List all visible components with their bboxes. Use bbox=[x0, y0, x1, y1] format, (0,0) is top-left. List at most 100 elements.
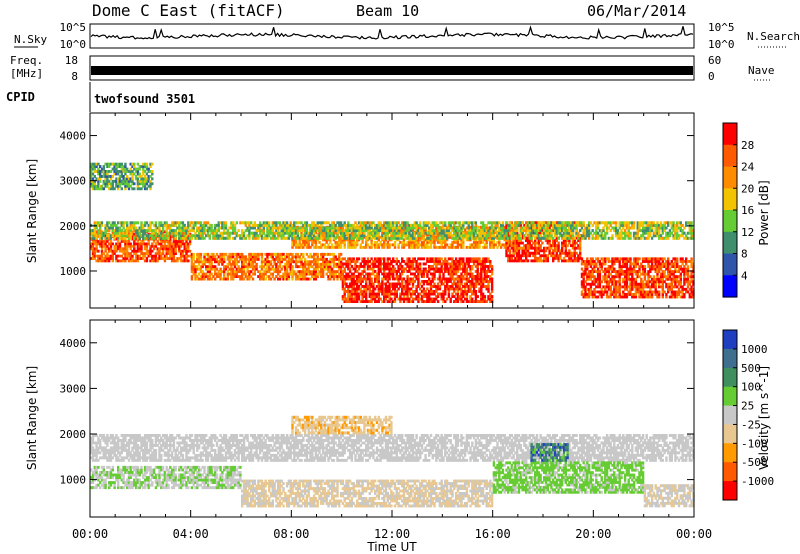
power-colorbar-swatch bbox=[723, 144, 737, 168]
vel-colorbar-tick-label: 100 bbox=[741, 381, 761, 394]
time-tick-label: 08:00 bbox=[273, 527, 309, 541]
freq-nave-panel: Freq. [MHz] 18 8 60 0 Nave bbox=[10, 54, 775, 83]
power-colorbar-swatch bbox=[723, 166, 737, 189]
velocity-y-axis: 1000 2000 3000 4000 bbox=[60, 337, 694, 487]
time-tick-label: 04:00 bbox=[173, 527, 209, 541]
power-ytick-label: 4000 bbox=[60, 130, 87, 143]
time-tick-label: 00:00 bbox=[676, 527, 712, 541]
vel-colorbar-swatch bbox=[723, 462, 737, 482]
vel-ytick-label: 2000 bbox=[60, 428, 87, 441]
vel-ytick-label: 1000 bbox=[60, 474, 87, 487]
power-colorbar-label: Power [dB] bbox=[757, 180, 771, 245]
power-colorbar-tick-label: 16 bbox=[741, 204, 754, 217]
vel-colorbar-tick-label: -25 bbox=[741, 418, 761, 431]
nave-band bbox=[91, 66, 693, 75]
time-tick-label: 20:00 bbox=[575, 527, 611, 541]
power-region-1 bbox=[190, 252, 343, 281]
power-colorbar-tick-label: 4 bbox=[741, 269, 748, 282]
vel-colorbar-tick-label: 500 bbox=[741, 362, 761, 375]
vel-region-0 bbox=[90, 434, 695, 462]
velocity-ylabel: Slant Range [km] bbox=[25, 366, 39, 470]
power-ytick-label: 2000 bbox=[60, 220, 87, 233]
time-tick-label: 00:00 bbox=[72, 527, 108, 541]
cpid-label: CPID bbox=[6, 90, 35, 104]
power-panel: 1000 2000 3000 4000 Slant Range [km] bbox=[25, 112, 695, 309]
velocity-x-axis bbox=[89, 320, 695, 517]
vel-colorbar-swatch bbox=[723, 405, 737, 425]
nsky-tick-top-right: 10^5 bbox=[708, 21, 735, 34]
power-colorbar: 28 24 20 16 12 8 4 bbox=[722, 122, 755, 298]
velocity-panel: 1000 2000 3000 4000 Slant Range [km] bbox=[25, 319, 695, 518]
vel-colorbar-tick-label: -1000 bbox=[741, 475, 774, 488]
nsky-panel: N.Sky 10^5 10^0 10^5 10^0 N.Search bbox=[14, 21, 800, 51]
vel-region-2 bbox=[241, 479, 494, 508]
vel-colorbar-swatch bbox=[723, 386, 737, 407]
freq-tick-bottom: 8 bbox=[71, 70, 78, 83]
time-axis-title: Time UT bbox=[366, 540, 417, 554]
vel-region-4 bbox=[643, 484, 695, 508]
beam-title: Beam 10 bbox=[356, 2, 419, 20]
velocity-colorbar: 1000 500 100 25 -25 -100 -500 -1000 bbox=[722, 329, 774, 501]
nsky-label: N.Sky bbox=[14, 33, 47, 46]
power-colorbar-swatch bbox=[723, 253, 737, 276]
vel-region-5 bbox=[291, 415, 393, 435]
time-axis-labels: 00:00 04:00 08:00 12:00 16:00 20:00 00:00 bbox=[72, 527, 712, 541]
vel-ytick-label: 3000 bbox=[60, 382, 87, 395]
velocity-colorbar-label: Velocity [m s^-1] bbox=[757, 366, 771, 470]
power-colorbar-swatch bbox=[723, 123, 737, 146]
power-ylabel: Slant Range [km] bbox=[25, 159, 39, 263]
time-tick-label: 12:00 bbox=[374, 527, 410, 541]
vel-region-3 bbox=[492, 461, 645, 494]
power-region-5 bbox=[580, 257, 695, 299]
power-ytick-label: 1000 bbox=[60, 265, 87, 278]
nave-label: Nave bbox=[748, 64, 775, 77]
power-colorbar-tick-label: 24 bbox=[741, 161, 755, 174]
power-region-6 bbox=[90, 221, 695, 240]
power-colorbar-tick-label: 20 bbox=[741, 182, 754, 195]
nsearch-label: N.Search bbox=[747, 30, 800, 43]
power-colorbar-tick-label: 12 bbox=[741, 226, 754, 239]
cpid-panel: CPID twofsound 3501 bbox=[6, 82, 195, 112]
power-colorbar-swatch bbox=[723, 210, 737, 233]
vel-colorbar-swatch bbox=[723, 367, 737, 388]
freq-unit: [MHz] bbox=[10, 67, 43, 80]
power-region-0 bbox=[90, 230, 192, 263]
power-colorbar-tick-label: 28 bbox=[741, 139, 754, 152]
velocity-data bbox=[90, 415, 695, 508]
time-tick-label: 16:00 bbox=[475, 527, 511, 541]
nave-tick-bottom: 0 bbox=[708, 70, 715, 83]
power-colorbar-swatch bbox=[723, 188, 737, 211]
power-colorbar-tick-label: 8 bbox=[741, 248, 748, 261]
freq-label: Freq. bbox=[10, 54, 43, 67]
vel-colorbar-tick-label: 1000 bbox=[741, 343, 768, 356]
vel-colorbar-tick-label: -500 bbox=[741, 456, 768, 469]
freq-tick-top: 18 bbox=[65, 54, 78, 67]
vel-colorbar-tick-label: -100 bbox=[741, 437, 768, 450]
vel-colorbar-tick-label: 25 bbox=[741, 400, 754, 413]
nsky-trace bbox=[90, 25, 694, 40]
vel-ytick-label: 4000 bbox=[60, 337, 87, 350]
power-region-2 bbox=[341, 257, 494, 303]
date-title: 06/Mar/2014 bbox=[587, 2, 686, 20]
power-data bbox=[90, 162, 695, 303]
nave-tick-top: 60 bbox=[708, 54, 721, 67]
nsky-tick-top-left: 10^5 bbox=[60, 21, 87, 34]
vel-colorbar-swatch bbox=[723, 330, 737, 350]
nsky-tick-bottom-left: 10^0 bbox=[60, 38, 87, 51]
vel-region-6 bbox=[530, 443, 569, 462]
power-y-axis: 1000 2000 3000 4000 bbox=[60, 130, 694, 278]
power-region-7 bbox=[90, 162, 154, 191]
power-colorbar-swatch bbox=[723, 231, 737, 255]
vel-colorbar-swatch bbox=[723, 443, 737, 463]
power-x-axis bbox=[89, 113, 695, 308]
nsky-tick-bottom-right: 10^0 bbox=[708, 38, 735, 51]
cpid-value: twofsound 3501 bbox=[94, 92, 195, 106]
radar-title: Dome C East (fitACF) bbox=[92, 1, 285, 20]
vel-colorbar-swatch bbox=[723, 348, 737, 369]
power-colorbar-swatch bbox=[723, 275, 737, 298]
vel-colorbar-swatch bbox=[723, 424, 737, 444]
vel-colorbar-swatch bbox=[723, 481, 737, 501]
vel-region-1 bbox=[90, 465, 242, 490]
power-ytick-label: 3000 bbox=[60, 175, 87, 188]
